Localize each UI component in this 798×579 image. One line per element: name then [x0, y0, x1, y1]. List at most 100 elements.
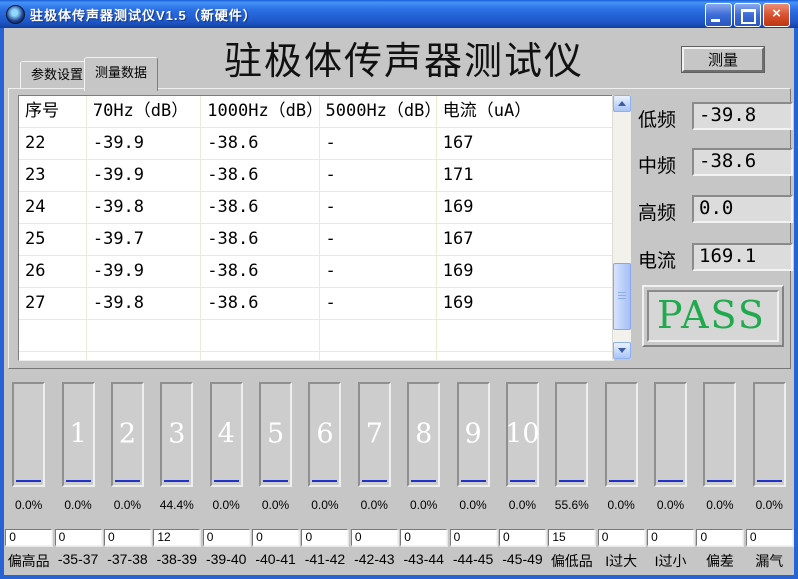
count-field[interactable]: 0 — [301, 529, 349, 546]
table-scrollbar[interactable] — [612, 95, 631, 359]
table-cell: 169 — [437, 288, 613, 319]
range-label: -37-38 — [107, 551, 148, 567]
range-label: -39-40 — [205, 551, 247, 567]
bar-number: 7 — [365, 417, 383, 449]
table-header-cell: 电流（uA） — [437, 96, 613, 127]
table-header-cell: 70Hz（dB） — [87, 96, 202, 127]
table-cell: -39.7 — [87, 224, 202, 255]
table-row: 24 -39.8 -38.6-169 — [19, 192, 613, 224]
percent-label: 0.0% — [64, 498, 92, 512]
count-field[interactable]: 12 — [153, 529, 201, 546]
percent-label: 0.0% — [706, 498, 734, 512]
bar-level-line — [411, 480, 437, 482]
percent-label: 0.0% — [261, 498, 290, 512]
table-cell: 24 — [19, 192, 87, 223]
bar-level-line — [559, 480, 585, 482]
range-label: -44-45 — [452, 551, 494, 567]
table-row: 22 -39.9 -38.6-167 — [19, 128, 613, 160]
range-label: I过大 — [605, 553, 638, 569]
close-icon: × — [772, 5, 781, 22]
scrollbar-thumb[interactable] — [613, 263, 631, 330]
distribution-column: 5 0.0% 0 -40-41 — [251, 380, 300, 571]
bar-level-line — [509, 480, 535, 482]
count-field[interactable]: 0 — [350, 529, 398, 546]
range-label: -42-43 — [354, 551, 395, 567]
count-field[interactable]: 15 — [548, 529, 596, 546]
table-cell: 169 — [437, 192, 613, 223]
histogram-bar — [604, 382, 638, 487]
count-field[interactable]: 0 — [597, 529, 645, 546]
data-table[interactable]: 序号 70Hz（dB） 1000Hz（dB） 5000Hz（dB） 电流（uA） 22-… — [18, 95, 614, 361]
count-field[interactable]: 0 — [449, 529, 497, 546]
table-header-row: 序号 70Hz（dB） 1000Hz（dB） 5000Hz（dB） 电流（uA） — [19, 96, 613, 128]
percent-label: 0.0% — [113, 498, 142, 512]
scroll-up-button[interactable] — [613, 95, 631, 112]
bar-level-line — [16, 480, 42, 482]
histogram-bar: 1 — [61, 382, 95, 487]
minimize-icon — [711, 19, 720, 22]
distribution-column: 3 44.4% 12 -38-39 — [152, 380, 201, 571]
measure-button[interactable]: 测量 — [682, 47, 764, 72]
app-icon — [6, 4, 25, 24]
table-cell — [19, 352, 87, 360]
distribution-column: 0.0% 0 I过大 — [597, 380, 646, 571]
table-row — [19, 320, 613, 352]
table-cell: - — [320, 224, 437, 255]
tab-parameter-settings[interactable]: 参数设置 — [20, 61, 95, 89]
table-cell: - — [320, 160, 437, 191]
histogram-bar — [555, 382, 589, 487]
table-cell — [320, 320, 437, 351]
count-field[interactable]: 0 — [5, 529, 53, 546]
count-field[interactable]: 0 — [400, 529, 448, 546]
window-title: 驻极体传声器测试仪V1.5（新硬件） — [30, 7, 257, 23]
percent-label: 0.0% — [459, 498, 487, 512]
table-cell: - — [320, 288, 437, 319]
count-field[interactable]: 0 — [745, 529, 793, 546]
bar-number: 1 — [69, 417, 87, 449]
count-field[interactable]: 0 — [498, 529, 546, 546]
readout-label-high: 高频 — [638, 203, 677, 224]
table-cell — [87, 352, 202, 360]
histogram-bar — [703, 382, 737, 487]
count-field[interactable]: 0 — [103, 529, 151, 546]
range-label: -43-44 — [403, 551, 444, 567]
histogram-bar — [12, 382, 46, 487]
count-field[interactable]: 0 — [202, 529, 250, 546]
bar-level-line — [213, 480, 239, 482]
table-cell: 25 — [19, 224, 87, 255]
minimize-button[interactable] — [705, 3, 732, 27]
count-field[interactable]: 0 — [647, 529, 695, 546]
bar-number: 6 — [316, 417, 334, 449]
count-field[interactable]: 0 — [696, 529, 744, 546]
maximize-button[interactable] — [734, 3, 761, 27]
percent-label: 0.0% — [212, 498, 240, 512]
bar-level-line — [756, 480, 782, 482]
readout-value-low: -39.8 — [692, 102, 793, 130]
table-cell: -38.6 — [201, 128, 320, 159]
table-cell — [87, 320, 202, 351]
scroll-down-button[interactable] — [613, 342, 631, 359]
range-label: 偏差 — [705, 553, 734, 569]
table-cell: 26 — [19, 256, 87, 287]
distribution-column: 0.0% 0 偏差 — [695, 380, 744, 571]
close-button[interactable]: × — [763, 3, 790, 27]
table-cell: -38.6 — [201, 192, 320, 223]
distribution-column: 2 0.0% 0 -37-38 — [103, 380, 152, 571]
bar-level-line — [65, 480, 91, 482]
table-cell: 169 — [437, 256, 613, 287]
bar-level-line — [114, 480, 140, 482]
count-field[interactable]: 0 — [54, 529, 102, 546]
count-field[interactable]: 0 — [252, 529, 300, 546]
histogram-bar: 5 — [259, 382, 293, 487]
measurement-panel: 序号 70Hz（dB） 1000Hz（dB） 5000Hz（dB） 电流（uA） 22-… — [8, 88, 793, 369]
thumb-grip-icon — [618, 292, 626, 301]
distribution-column: 6 0.0% 0 -41-42 — [300, 380, 349, 571]
histogram-bar: 4 — [209, 382, 243, 487]
table-header-cell: 5000Hz（dB） — [320, 96, 437, 127]
tab-measurement-data[interactable]: 测量数据 — [84, 57, 159, 91]
range-label: -38-39 — [156, 551, 198, 567]
table-cell: - — [320, 256, 437, 287]
arrow-up-icon — [618, 101, 626, 106]
bar-number: 9 — [464, 417, 482, 449]
distribution-column: 10 0.0% 0 -45-49 — [498, 380, 547, 571]
